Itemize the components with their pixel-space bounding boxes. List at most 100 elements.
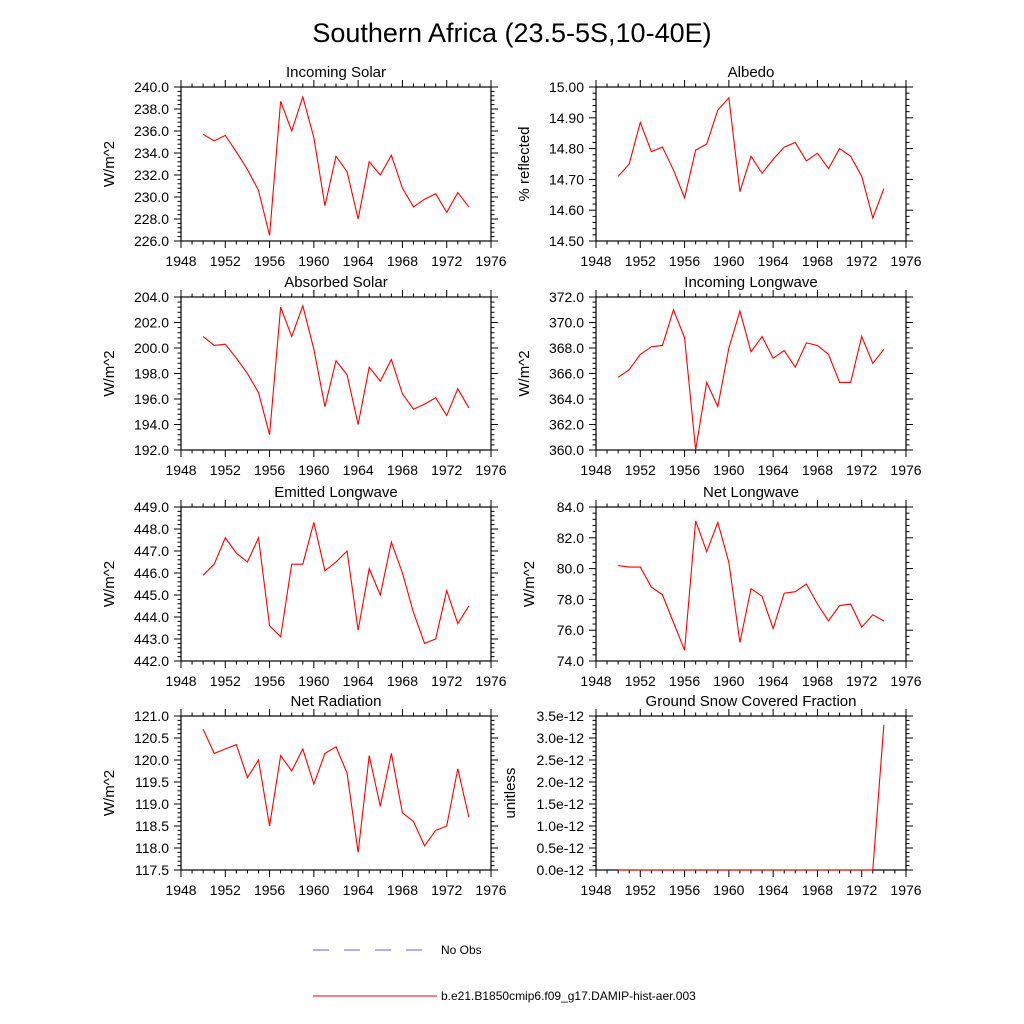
y-tick-label: 15.00: [549, 79, 584, 95]
plot-frame: [595, 715, 907, 871]
y-tick-label: 200.0: [134, 340, 169, 356]
y-tick-label: 118.5: [135, 818, 169, 834]
x-tick-label: 1964: [343, 673, 374, 689]
y-tick-label: 84.0: [557, 499, 584, 515]
panel-net-radiation: Net Radiation W/m^2 1948 1952 1956 1960 1964 19…: [101, 693, 507, 898]
panel-title: Incoming Solar: [286, 64, 386, 81]
x-tick-label: 1960: [713, 673, 744, 689]
y-tick-label: 204.0: [134, 289, 169, 305]
x-tick-label: 1960: [298, 882, 329, 898]
panel-title: Absorbed Solar: [284, 274, 387, 291]
y-tick-label: 14.90: [549, 110, 584, 126]
x-tick-label: 1956: [669, 882, 700, 898]
panel-title: Ground Snow Covered Fraction: [646, 693, 857, 710]
y-tick-label: 3.0e-12: [537, 730, 585, 746]
y-tick-label: 2.5e-12: [537, 752, 585, 768]
x-tick-label: 1956: [254, 673, 285, 689]
plot-frame: [595, 86, 907, 242]
x-tick-label: 1960: [713, 253, 744, 269]
x-tick-label: 1972: [846, 462, 877, 478]
x-tick-label: 1952: [210, 882, 241, 898]
x-tick-label: 1952: [625, 673, 656, 689]
y-tick-label: 230.0: [134, 189, 169, 205]
x-tick-label: 1948: [165, 882, 196, 898]
series-line-0: [202, 522, 470, 645]
x-tick-label: 1948: [580, 253, 611, 269]
x-tick-label: 1972: [431, 673, 462, 689]
x-tick-label: 1964: [758, 253, 789, 269]
x-tick-label: 1972: [431, 462, 462, 478]
y-axis-label: W/m^2: [516, 350, 533, 396]
y-tick-label: 234.0: [134, 145, 169, 161]
y-tick-label: 364.0: [549, 391, 584, 407]
series-line-0: [202, 728, 470, 853]
x-tick-label: 1968: [387, 253, 418, 269]
plot-frame: [595, 296, 907, 451]
y-tick-label: 198.0: [134, 366, 169, 382]
y-tick-label: 366.0: [549, 366, 584, 382]
series-line-0: [618, 520, 885, 651]
y-tick-label: 442.0: [134, 653, 169, 669]
legend-label: b.e21.B1850cmip6.f09_g17.DAMIP-hist-aer.…: [441, 989, 696, 1003]
y-tick-label: 370.0: [549, 315, 584, 331]
x-tick-label: 1972: [846, 253, 877, 269]
y-tick-label: 192.0: [134, 442, 169, 458]
y-tick-label: 196.0: [134, 391, 169, 407]
panel-incoming-longwave: Incoming Longwave W/m^2 1948 1952 1956 1960 19…: [516, 274, 922, 478]
x-tick-label: 1976: [475, 882, 506, 898]
x-tick-label: 1948: [580, 462, 611, 478]
y-tick-label: 238.0: [134, 101, 169, 117]
y-tick-label: 119.0: [135, 796, 169, 812]
x-tick-label: 1952: [625, 462, 656, 478]
x-tick-label: 1976: [890, 253, 921, 269]
x-tick-label: 1964: [343, 882, 374, 898]
y-tick-label: 444.0: [134, 609, 169, 625]
plot-frame: [595, 506, 907, 662]
y-tick-label: 232.0: [134, 167, 169, 183]
y-tick-label: 80.0: [557, 561, 584, 577]
x-tick-label: 1948: [580, 673, 611, 689]
y-tick-label: 445.0: [134, 587, 169, 603]
panel-absorbed-solar: Absorbed Solar W/m^2 1948 1952 1956 1960 1964 1…: [101, 274, 507, 478]
x-tick-label: 1956: [254, 882, 285, 898]
y-tick-label: 14.60: [549, 202, 584, 218]
y-axis-label: W/m^2: [101, 141, 118, 187]
y-tick-label: 76.0: [557, 622, 584, 638]
y-tick-label: 14.50: [549, 233, 584, 249]
x-tick-label: 1976: [890, 882, 921, 898]
x-tick-label: 1976: [890, 673, 921, 689]
series-line-0: [618, 724, 885, 871]
y-axis-label: % reflected: [516, 126, 533, 201]
y-tick-label: 360.0: [549, 442, 584, 458]
y-tick-label: 14.80: [549, 141, 584, 157]
x-tick-label: 1952: [625, 253, 656, 269]
y-tick-label: 1.5e-12: [537, 796, 585, 812]
panel-incoming-solar: Incoming Solar W/m^2 1948 1952 1956 1960 1964 1…: [101, 64, 507, 269]
plot-frame: [180, 506, 492, 662]
y-tick-label: 78.0: [557, 591, 584, 607]
panel-title: Net Radiation: [291, 693, 382, 710]
x-tick-label: 1976: [475, 462, 506, 478]
y-axis-label: W/m^2: [521, 561, 538, 607]
y-tick-label: 2.0e-12: [537, 774, 585, 790]
y-tick-label: 448.0: [134, 521, 169, 537]
x-tick-label: 1964: [343, 462, 374, 478]
x-tick-label: 1972: [846, 673, 877, 689]
x-tick-label: 1948: [165, 673, 196, 689]
x-tick-label: 1968: [802, 253, 833, 269]
x-tick-label: 1948: [580, 882, 611, 898]
y-axis-label: W/m^2: [101, 770, 118, 816]
legend-item: No Obs: [313, 943, 482, 957]
x-tick-label: 1960: [298, 462, 329, 478]
x-tick-label: 1968: [802, 882, 833, 898]
y-tick-label: 449.0: [134, 499, 169, 515]
y-tick-label: 202.0: [134, 315, 169, 331]
panel-title: Albedo: [728, 64, 775, 81]
x-tick-label: 1964: [758, 882, 789, 898]
y-tick-label: 236.0: [134, 123, 169, 139]
y-tick-label: 447.0: [134, 543, 169, 559]
x-tick-label: 1952: [210, 462, 241, 478]
x-tick-label: 1952: [210, 253, 241, 269]
x-tick-label: 1956: [669, 673, 700, 689]
